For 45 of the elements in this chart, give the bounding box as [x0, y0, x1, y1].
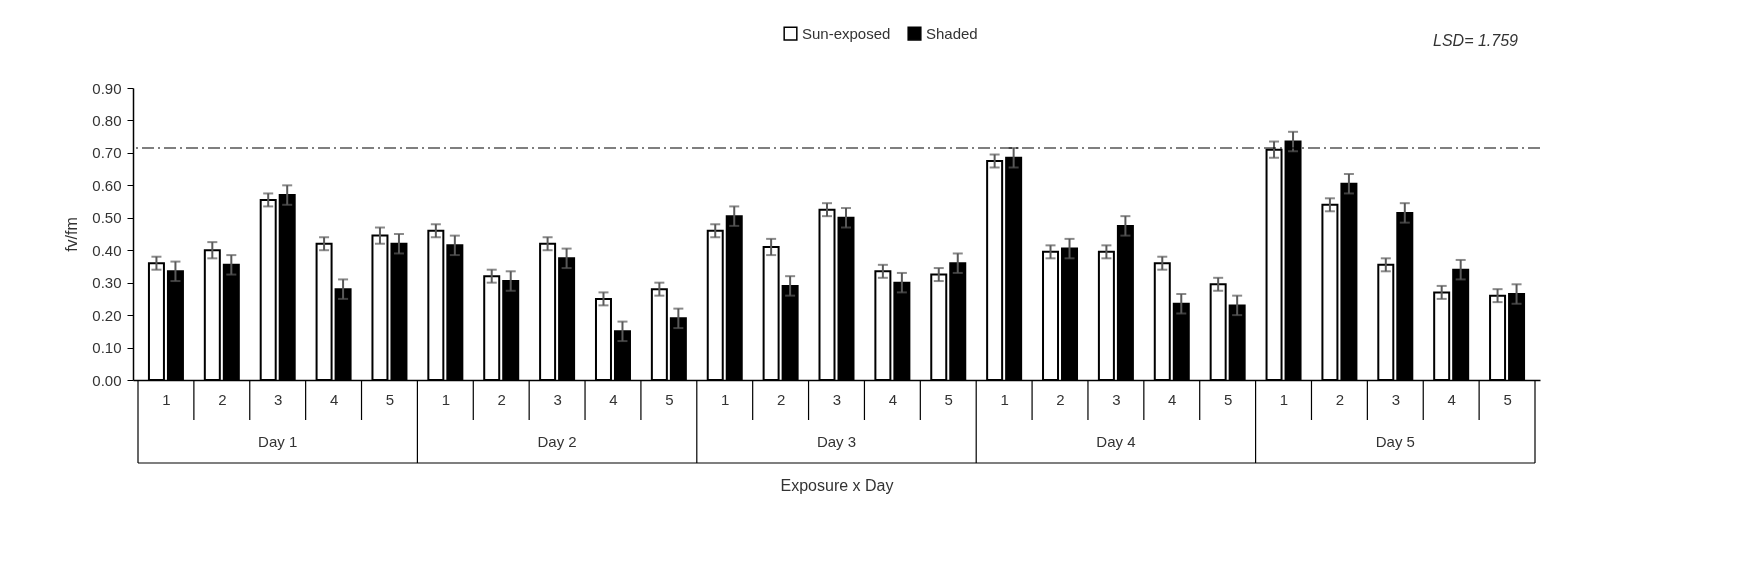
- x-tick-label: 2: [218, 390, 227, 408]
- y-tick-label: 0.60: [92, 176, 122, 194]
- x-tick-label: 3: [1391, 390, 1400, 408]
- text: Day 3: [816, 433, 857, 450]
- x-tick-label: 4: [609, 390, 618, 408]
- x-tick-label: 5: [1503, 390, 1512, 408]
- x-tick-label: 1: [162, 390, 171, 408]
- y-tick-label: 0.70: [92, 144, 122, 162]
- x-tick-label: 5: [944, 390, 953, 408]
- y-tick-label: 0.10: [92, 339, 122, 357]
- x-tick-label: 1: [1279, 390, 1289, 408]
- x-tick-label: 3: [832, 390, 842, 408]
- legend-label: Shaded: [926, 24, 978, 42]
- x-tick-label: 5: [1223, 390, 1233, 408]
- x-tick-label: 1: [441, 390, 451, 408]
- x-tick-label: 4: [1447, 390, 1456, 408]
- x-axis-title: Exposure x Day: [780, 476, 894, 494]
- x-tick-label: 2: [1335, 390, 1345, 408]
- x-tick-label: 3: [274, 390, 283, 408]
- y-tick-label: 0.30: [92, 274, 122, 292]
- y-tick-label: 0.40: [92, 241, 122, 259]
- x-tick-label: 4: [1168, 390, 1177, 408]
- x-tick-label: 4: [888, 390, 898, 408]
- y-tick-label: 0.00: [92, 371, 122, 389]
- text: Day 5: [1375, 433, 1415, 450]
- y-tick-label: 0.90: [92, 79, 122, 97]
- x-tick-label: 3: [1112, 390, 1121, 408]
- text: LSD= 1.759: [1433, 32, 1519, 49]
- x-tick-label: 5: [665, 390, 674, 408]
- x-tick-label: 1: [1000, 390, 1009, 408]
- y-tick-label: 0.50: [92, 209, 122, 227]
- text: Day 1: [258, 433, 298, 450]
- x-tick-label: 4: [329, 390, 339, 408]
- x-tick-label: 2: [497, 390, 506, 408]
- x-tick-label: 5: [385, 390, 395, 408]
- text: Day 2: [537, 433, 577, 450]
- y-tick-label: 0.80: [92, 111, 122, 129]
- text: Day 4: [1096, 433, 1136, 450]
- y-axis-title: fv/fm: [63, 217, 81, 252]
- x-tick-label: 1: [721, 390, 730, 408]
- x-tick-label: 3: [553, 390, 562, 408]
- x-tick-label: 2: [1056, 390, 1065, 408]
- y-tick-label: 0.20: [92, 306, 122, 324]
- x-tick-label: 2: [776, 390, 786, 408]
- legend-label: Sun-exposed: [802, 24, 891, 42]
